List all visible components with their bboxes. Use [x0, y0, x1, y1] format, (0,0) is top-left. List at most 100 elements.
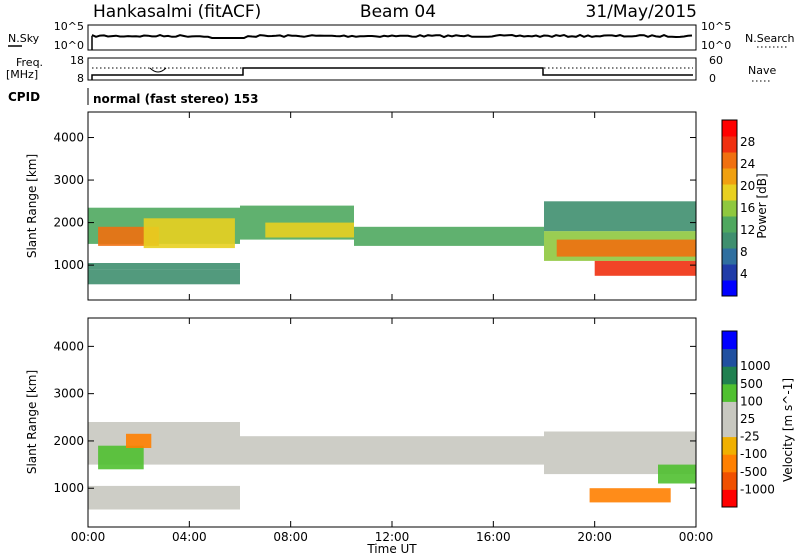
beam-label: Beam 04 — [360, 2, 436, 22]
power-colorbar-tick: 24 — [740, 157, 755, 171]
heatmap-region-3 — [88, 269, 240, 285]
nave-label: Nave — [748, 64, 776, 77]
nsky-series — [91, 33, 693, 39]
velocity-colorbar-swatch — [722, 489, 737, 508]
velocity-colorbar-swatch — [722, 348, 737, 367]
heatmap-region-10 — [594, 260, 696, 276]
freq-bottom-tick: 8 — [77, 72, 84, 85]
heatmap-region-6 — [265, 222, 354, 238]
power-colorbar-swatch — [722, 216, 737, 233]
power-colorbar-swatch — [722, 184, 737, 201]
y-tick-label: 1000 — [53, 258, 84, 272]
power-panel: 1000 2000 3000 4000 Slant Range [km] — [25, 111, 697, 301]
velocity-colorbar-tick: 25 — [740, 412, 755, 426]
velocity-y-axis: 1000 2000 3000 4000 — [53, 339, 696, 495]
velocity-panel: 1000 2000 3000 4000 Slant Range [km] — [25, 317, 697, 528]
velocity-colorbar-tick: 500 — [740, 377, 763, 391]
nsky-top-tick: 10^5 — [54, 20, 84, 33]
x-tick-label: 08:00 — [273, 530, 308, 544]
nsearch-bottom-tick: 10^0 — [701, 39, 731, 52]
x-tick-label: 12:00 — [375, 530, 410, 544]
nsearch-top-tick: 10^5 — [701, 20, 731, 33]
freq-dip — [149, 67, 167, 73]
nave-bottom-tick: 0 — [709, 72, 716, 85]
power-colorbar-frame — [721, 119, 738, 297]
velocity-ylabel: Slant Range [km] — [25, 370, 39, 474]
power-colorbar-swatch — [722, 120, 737, 137]
power-colorbar-label: Power [dB] — [755, 173, 769, 238]
power-colorbar-swatch — [722, 152, 737, 169]
freq-unit-label: [MHz] — [6, 68, 38, 81]
cpid-text: normal (fast stereo) 153 — [93, 92, 259, 106]
power-colorbar-swatch — [722, 264, 737, 281]
velocity-colorbar-swatch — [722, 436, 737, 455]
heatmap-region-7 — [658, 464, 696, 484]
x-tick-label: 04:00 — [172, 530, 207, 544]
y-tick-label: 2000 — [53, 216, 84, 230]
velocity-colorbar-tick: -25 — [740, 430, 760, 444]
heatmap-region-9 — [556, 239, 696, 257]
nsky-panel: N.Sky 10^5 10^0 10^5 10^0 N.Search — [8, 20, 795, 52]
velocity-heatmap — [88, 422, 696, 510]
freq-frame — [87, 57, 697, 81]
velocity-colorbar-frame — [721, 330, 738, 508]
heatmap-region-4 — [88, 263, 240, 270]
power-colorbar-tick: 20 — [740, 179, 755, 193]
power-colorbar-tick: 28 — [740, 135, 755, 149]
power-colorbar-swatch — [722, 200, 737, 217]
power-colorbar-tick: 4 — [740, 267, 748, 281]
x-tick-label: 00:00 — [679, 530, 714, 544]
velocity-colorbar-swatch — [722, 471, 737, 490]
y-tick-label: 4000 — [53, 339, 84, 353]
heatmap-region-7 — [354, 226, 544, 246]
nave-top-tick: 60 — [709, 54, 723, 67]
freq-top-tick: 18 — [70, 54, 84, 67]
velocity-colorbar-tick: -100 — [740, 447, 767, 461]
xlabel: Time UT — [366, 542, 417, 554]
power-heatmap — [88, 201, 696, 285]
time-axis: 00:00 04:00 08:00 12:00 16:00 20:00 00:00 — [71, 112, 714, 544]
velocity-colorbar-swatch — [722, 366, 737, 385]
power-colorbar: 4 8 12 16 20 24 28 — [721, 119, 755, 297]
velocity-colorbar-tick: 1000 — [740, 359, 771, 373]
heatmap-region-1 — [98, 445, 144, 470]
power-colorbar-tick: 16 — [740, 201, 755, 215]
nsky-bottom-tick: 10^0 — [54, 39, 84, 52]
heatmap-region-11 — [544, 201, 696, 232]
heatmap-region-2 — [143, 218, 235, 249]
velocity-colorbar-swatch — [722, 419, 737, 438]
velocity-colorbar-tick: -1000 — [740, 482, 775, 496]
power-colorbar-swatch — [722, 232, 737, 249]
power-colorbar-swatch — [722, 280, 737, 297]
x-tick-label: 00:00 — [71, 530, 106, 544]
freq-panel: Freq. [MHz] 18 8 60 0 Nave — [6, 54, 776, 85]
nsky-frame — [87, 24, 697, 51]
y-tick-label: 4000 — [53, 131, 84, 145]
power-y-axis: 1000 2000 3000 4000 — [53, 131, 696, 272]
heatmap-region-2 — [126, 433, 152, 448]
velocity-colorbar-swatch — [722, 454, 737, 473]
y-tick-label: 2000 — [53, 434, 84, 448]
power-colorbar-tick: 8 — [740, 245, 748, 259]
velocity-colorbar-swatch — [722, 331, 737, 350]
heatmap-region-4 — [240, 436, 544, 465]
nsearch-label: N.Search — [745, 32, 795, 45]
velocity-colorbar-label: Velocity [m s^-1] — [781, 378, 795, 482]
heatmap-region-6 — [589, 488, 671, 503]
station-title: Hankasalmi (fitACF) — [93, 2, 261, 22]
power-colorbar-swatch — [722, 248, 737, 265]
power-ylabel: Slant Range [km] — [25, 154, 39, 258]
y-tick-label: 3000 — [53, 387, 84, 401]
velocity-colorbar-tick: -500 — [740, 465, 767, 479]
nsky-label: N.Sky — [8, 32, 40, 45]
date-label: 31/May/2015 — [586, 2, 698, 22]
power-colorbar-swatch — [722, 136, 737, 153]
y-tick-label: 3000 — [53, 173, 84, 187]
heatmap-region-3 — [88, 485, 240, 510]
velocity-colorbar: -1000 -500 -100 -25 25 100 500 1000 — [721, 330, 775, 508]
power-colorbar-swatch — [722, 168, 737, 185]
velocity-colorbar-swatch — [722, 383, 737, 402]
cpid-label: CPID — [8, 90, 40, 104]
velocity-colorbar-swatch — [722, 401, 737, 420]
